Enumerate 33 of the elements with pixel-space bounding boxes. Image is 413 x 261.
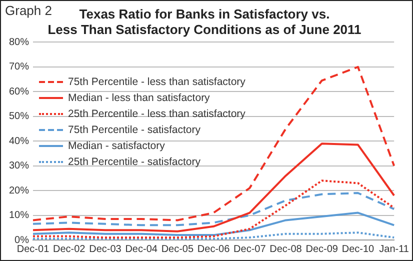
y-tick-label: 0% — [14, 234, 30, 246]
x-tick-label: Dec-04 — [125, 244, 158, 255]
x-tick-label: Dec-09 — [306, 244, 338, 255]
x-tick-label: Dec-02 — [52, 244, 86, 255]
x-tick-label: Dec-01 — [16, 244, 50, 255]
line-series — [32, 180, 396, 239]
legend-label: 75th Percentile - satisfactory — [68, 124, 200, 136]
y-tick-label: 70% — [9, 62, 30, 73]
y-tick-label: 60% — [9, 86, 30, 98]
x-tick-label: Dec-07 — [234, 244, 266, 255]
legend-label: Median - satisfactory — [68, 140, 165, 152]
y-tick-label: 80% — [9, 36, 30, 48]
text: Texas Ratio for Banks in Satisfactory vs. — [79, 6, 330, 22]
legend-label: Median - less than satisfactory — [68, 92, 210, 104]
y-tick-label: 40% — [9, 136, 30, 147]
x-tick-label: Dec-08 — [270, 244, 302, 255]
line-series — [32, 232, 396, 240]
y-tick-label: 30% — [9, 160, 30, 172]
x-tick-label: Jan-11 — [379, 244, 410, 255]
y-tick-label: 50% — [9, 111, 30, 122]
x-tick-label: Dec-06 — [197, 244, 230, 255]
x-tick-label: Dec-10 — [342, 244, 375, 255]
legend-label: 25th Percentile - satisfactory — [68, 156, 200, 168]
y-tick-label: 10% — [9, 210, 30, 222]
legend-label: 25th Percentile - less than satisfactory — [68, 108, 246, 120]
y-tick-label: 20% — [9, 185, 30, 196]
line-series — [32, 66, 396, 222]
caption: Graph 2 — [5, 3, 52, 18]
line-series — [32, 192, 396, 226]
text: Less Than Satisfactory Conditions as of June 2011 — [48, 22, 362, 37]
legend-label: 75th Percentile - less than satisfactory — [68, 76, 246, 88]
x-tick-label: Dec-03 — [89, 244, 122, 255]
x-tick-label: Dec-05 — [161, 244, 194, 255]
